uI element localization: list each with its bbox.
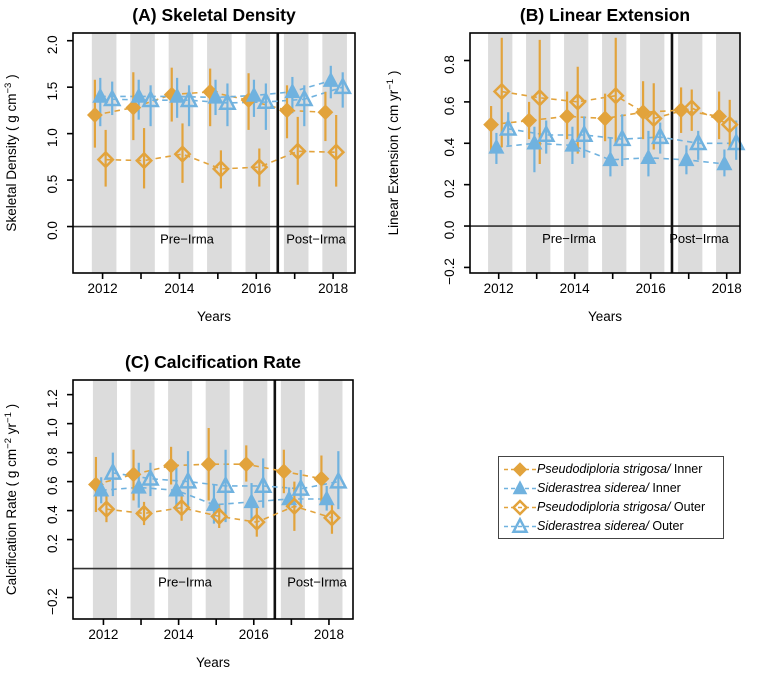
legend-item-pd-outer: Pseudodiploria strigosa/ Outer — [503, 498, 723, 517]
x-tick-label: 2016 — [241, 281, 271, 296]
panel-c-calcification-rate: −0.2 0.2 0.4 0.6 0.8 1.0 1.2 2012 2014 2016 2018 (C… — [3, 352, 354, 670]
x-tick-label: 2016 — [636, 281, 666, 296]
legend-marker-filled-diamond-icon — [503, 460, 537, 478]
x-tick-label: 2014 — [560, 281, 591, 296]
panel-b-linear-extension: −0.2 0.0 0.2 0.4 0.6 0.8 2012 2014 2016 2018 (B) L… — [385, 5, 746, 324]
series-markers — [86, 71, 352, 178]
legend-marker-svg — [504, 480, 536, 495]
x-tick-label: 2018 — [318, 281, 348, 296]
x-tick-label: 2018 — [712, 281, 742, 296]
legend-label: Siderastrea siderea/ Outer — [537, 517, 684, 535]
pre-irma-label: Pre−Irma — [160, 232, 215, 247]
x-axis-ticks: 2012 2014 2016 2018 — [88, 273, 348, 296]
legend: Pseudodiploria strigosa/ Inner Siderastr… — [498, 456, 724, 539]
x-axis-ticks: 2012 2014 2016 2018 — [484, 273, 742, 296]
y-axis-ticks: −0.2 0.2 0.4 0.6 0.8 1.0 1.2 — [45, 389, 73, 615]
y-tick-label: −0.2 — [442, 258, 457, 285]
x-axis-ticks: 2012 2014 2016 2018 — [88, 619, 344, 642]
y-tick-label: 1.0 — [45, 418, 60, 437]
x-tick-label: 2014 — [164, 627, 195, 642]
x-tick-label: 2014 — [164, 281, 195, 296]
plot-box — [72, 379, 354, 620]
y-tick-label: 0.2 — [442, 179, 457, 198]
y-tick-label: 1.0 — [45, 128, 60, 147]
x-axis-label: Years — [197, 309, 231, 324]
y-tick-label: 0.4 — [442, 137, 457, 156]
panel-a-skeletal-density: 0.0 0.5 1.0 1.5 2.0 2012 2014 2016 2018 (A) Skele… — [3, 5, 356, 324]
y-tick-label: 2.0 — [45, 35, 60, 54]
y-axis-label: Skeletal Density ( g cm−3 ) — [3, 74, 19, 231]
y-tick-label: 0.5 — [45, 175, 60, 194]
legend-item-ss-inner: Siderastrea siderea/ Inner — [503, 479, 723, 498]
y-axis-label: Calcification Rate ( g cm−2 yr−1 ) — [3, 404, 19, 595]
legend-item-pd-inner: Pseudodiploria strigosa/ Inner — [503, 460, 723, 479]
legend-site-text: Inner — [670, 462, 703, 476]
legend-label: Pseudodiploria strigosa/ Outer — [537, 498, 705, 516]
series-markers — [483, 82, 746, 171]
y-tick-label: 0.0 — [442, 221, 457, 240]
legend-marker-svg — [504, 516, 536, 533]
legend-site-text: Outer — [670, 500, 706, 514]
pre-irma-label: Pre−Irma — [158, 575, 213, 590]
y-axis-ticks: 0.0 0.5 1.0 1.5 2.0 — [45, 35, 73, 240]
legend-species-text: Pseudodiploria strigosa/ — [537, 500, 671, 514]
x-tick-label: 2012 — [88, 627, 118, 642]
legend-item-ss-outer: Siderastrea siderea/ Outer — [503, 516, 723, 536]
x-tick-label: 2018 — [314, 627, 344, 642]
legend-species-text: Pseudodiploria strigosa/ — [537, 462, 671, 476]
y-tick-label: 0.2 — [45, 534, 60, 553]
legend-label: Siderastrea siderea/ Inner — [537, 479, 681, 497]
y-tick-label: 0.8 — [45, 447, 60, 466]
plot-box — [469, 32, 741, 274]
y-tick-label: 1.2 — [45, 389, 60, 408]
pre-irma-label: Pre−Irma — [542, 231, 597, 246]
legend-label: Pseudodiploria strigosa/ Inner — [537, 460, 702, 478]
y-tick-label: 0.4 — [45, 505, 60, 524]
y-tick-label: 0.6 — [442, 97, 457, 116]
legend-marker-filled-triangle-icon — [503, 479, 537, 497]
y-tick-label: 1.5 — [45, 82, 60, 101]
post-irma-label: Post−Irma — [287, 575, 347, 590]
legend-species-text: Siderastrea siderea/ — [537, 481, 649, 495]
legend-site-text: Outer — [648, 519, 684, 533]
y-axis-ticks: −0.2 0.0 0.2 0.4 0.6 0.8 — [442, 55, 470, 285]
y-tick-label: 0.8 — [442, 55, 457, 74]
x-axis-label: Years — [196, 655, 230, 670]
panel-title: (B) Linear Extension — [520, 5, 690, 25]
y-tick-label: −0.2 — [45, 588, 60, 615]
x-axis-label: Years — [588, 309, 622, 324]
panel-title: (A) Skeletal Density — [132, 5, 296, 25]
x-tick-label: 2012 — [88, 281, 118, 296]
y-axis-label: Linear Extension ( cm yr−1 ) — [385, 71, 401, 236]
x-tick-label: 2016 — [239, 627, 269, 642]
legend-species-text: Siderastrea siderea/ — [537, 519, 649, 533]
panel-title: (C) Calcification Rate — [125, 352, 301, 372]
plot-box — [72, 32, 356, 274]
y-tick-label: 0.6 — [45, 476, 60, 495]
post-irma-label: Post−Irma — [286, 232, 346, 247]
legend-site-text: Inner — [648, 481, 681, 495]
post-irma-label: Post−Irma — [669, 231, 729, 246]
series-markers — [88, 456, 348, 532]
x-tick-label: 2012 — [484, 281, 514, 296]
legend-marker-open-triangle-icon — [503, 516, 537, 535]
legend-marker-svg — [504, 462, 536, 477]
y-tick-label: 0.0 — [45, 221, 60, 240]
legend-marker-svg — [504, 499, 536, 516]
legend-marker-open-diamond-icon — [503, 498, 537, 516]
